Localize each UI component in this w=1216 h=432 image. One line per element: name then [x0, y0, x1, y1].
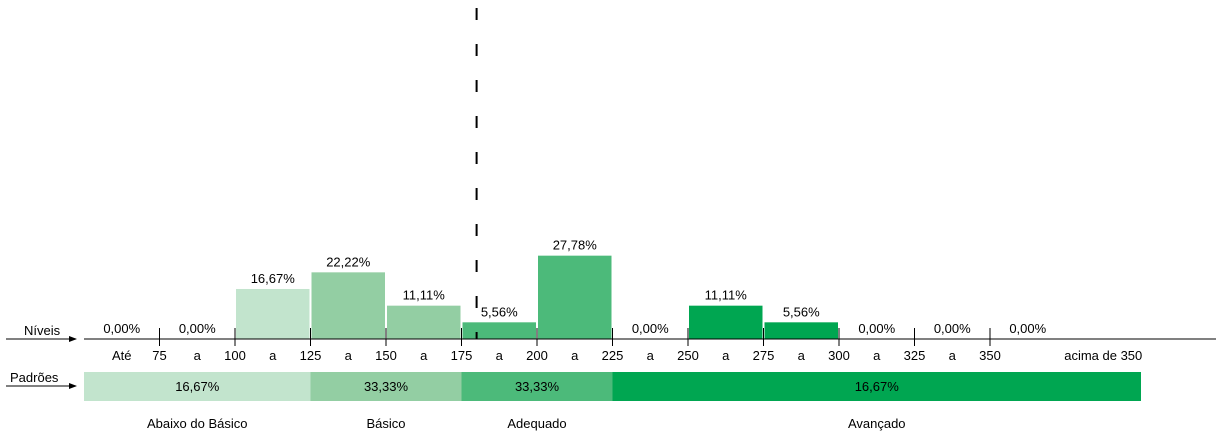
standard-segment-3 [461, 372, 613, 401]
axis-token-22: 325 [904, 348, 926, 363]
axis-token-7: a [345, 348, 353, 363]
bar-3 [236, 288, 310, 339]
axis-token-25: acima de 350 [1064, 348, 1142, 363]
row-labels: Níveis Padrões [6, 323, 77, 389]
bar-value-label-8: 0,00% [632, 321, 669, 336]
bar-value-label-3: 16,67% [251, 271, 296, 286]
bar-value-label-2: 0,00% [179, 321, 216, 336]
bar-9 [689, 305, 763, 339]
axis-token-14: 225 [602, 348, 624, 363]
axis-token-18: 275 [753, 348, 775, 363]
axis-token-17: a [722, 348, 730, 363]
axis-token-1: Até [112, 348, 132, 363]
bar-10 [764, 322, 838, 339]
standards-row-label: Padrões [10, 370, 59, 385]
standard-value-label-3: 33,33% [515, 379, 560, 394]
standard-value-label-4: 16,67% [855, 379, 900, 394]
axis-token-24: 350 [979, 348, 1001, 363]
standard-name-3: Adequado [507, 416, 566, 431]
axis-token-23: a [949, 348, 957, 363]
bar-value-label-7: 27,78% [553, 238, 598, 253]
axis-token-3: a [194, 348, 202, 363]
bar-value-label-4: 22,22% [326, 254, 371, 269]
bar-value-label-13: 0,00% [1009, 321, 1046, 336]
axis-token-6: 125 [300, 348, 322, 363]
axis-token-19: a [798, 348, 806, 363]
axis-token-10: 175 [451, 348, 473, 363]
standard-names-layer: Abaixo do Básico Básico Adequado Avançado [147, 416, 906, 431]
axis-token-20: 300 [828, 348, 850, 363]
axis-token-15: a [647, 348, 655, 363]
levels-row-label: Níveis [24, 323, 61, 338]
axis-token-2: 75 [152, 348, 166, 363]
standard-segment-4 [612, 372, 1141, 401]
axis-token-12: 200 [526, 348, 548, 363]
standard-name-2: Básico [366, 416, 405, 431]
bars-layer [236, 255, 838, 339]
standard-segment-2 [310, 372, 462, 401]
axis-token-16: 250 [677, 348, 699, 363]
bar-value-label-5: 11,11% [403, 288, 446, 303]
axis-token-5: a [269, 348, 277, 363]
standard-name-4: Avançado [848, 416, 906, 431]
standards-band: 16,67% 33,33% 33,33% 16,67% [84, 372, 1141, 401]
bar-value-label-1: 0,00% [103, 321, 140, 336]
standard-segment-1 [84, 372, 311, 401]
axis-token-21: a [873, 348, 881, 363]
value-labels-layer: 0,00% 0,00% 16,67% 22,22% 11,11% 5,56% 27,78% 0… [103, 238, 1046, 336]
bar-value-label-12: 0,00% [934, 321, 971, 336]
standard-value-label-1: 16,67% [175, 379, 220, 394]
axis-token-9: a [420, 348, 428, 363]
bar-value-label-11: 0,00% [858, 321, 895, 336]
axis-token-8: 150 [375, 348, 397, 363]
bar-7 [538, 255, 612, 339]
bar-value-label-6: 5,56% [481, 304, 518, 319]
axis-token-13: a [571, 348, 579, 363]
ticks-layer [159, 328, 991, 346]
bar-6 [462, 322, 536, 339]
standard-name-1: Abaixo do Básico [147, 416, 247, 431]
bar-value-label-10: 5,56% [783, 304, 820, 319]
bar-value-label-9: 11,11% [705, 288, 748, 303]
bar-5 [387, 305, 461, 339]
axis-token-11: a [496, 348, 504, 363]
standard-value-label-2: 33,33% [364, 379, 409, 394]
axis-token-4: 100 [224, 348, 246, 363]
tick-labels-layer: Até 75 a 100 a 125 a 150 a 175 a 200 a 225 a 250 a 275 a 30… [112, 348, 1142, 363]
bar-4 [311, 272, 385, 339]
